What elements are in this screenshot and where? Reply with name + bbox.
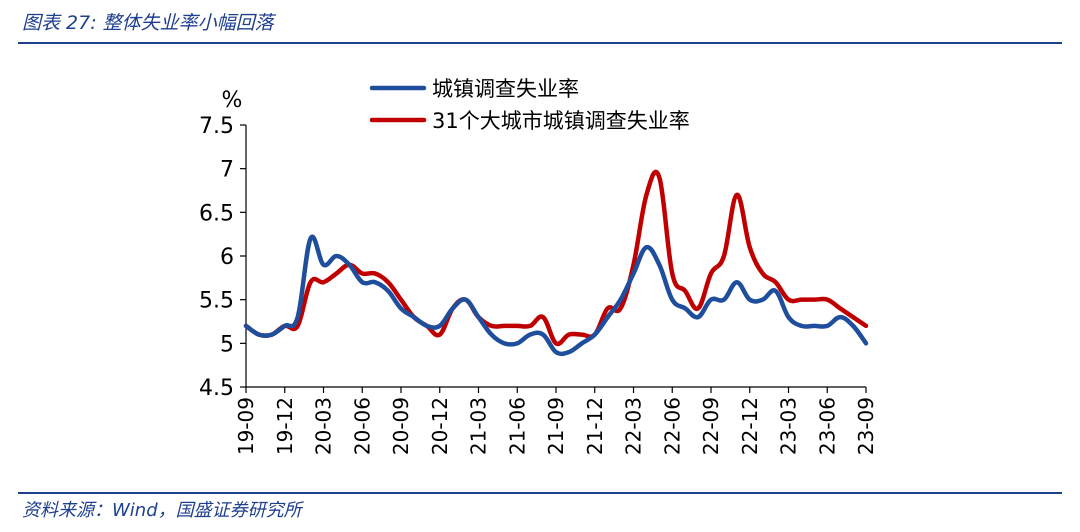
x-tick-label: 19-12 (273, 397, 297, 455)
y-tick-label: 6.5 (199, 201, 234, 226)
y-tick-label: 4.5 (199, 376, 234, 401)
x-tick-label: 23-06 (815, 397, 839, 455)
figure-title: 图表 27: 整体失业率小幅回落 (22, 12, 274, 34)
x-tick-label: 21-03 (467, 397, 491, 455)
x-tick-label: 23-09 (854, 397, 878, 455)
series-line-1 (243, 234, 869, 357)
y-axis-unit: % (222, 88, 243, 113)
y-tick-label: 5 (220, 332, 234, 357)
x-tick-label: 19-09 (234, 397, 258, 455)
legend-label-1: 城镇调查失业率 (432, 77, 579, 101)
x-tick-label: 22-03 (622, 397, 646, 455)
x-tick-label: 20-06 (350, 397, 374, 455)
x-tick-label: 21-06 (505, 397, 529, 455)
x-tick-label: 20-03 (312, 397, 336, 455)
title-rule (18, 42, 1062, 44)
chart-legend: 城镇调查失业率 31个大城市城镇调查失业率 (369, 77, 690, 133)
y-tick-label: 7 (220, 158, 234, 183)
x-tick-label: 21-09 (544, 397, 568, 455)
x-tick-label: 23-03 (777, 397, 801, 455)
source-note: 资料来源：Wind，国盛证券研究所 (22, 500, 302, 521)
chart-axes: 7.5 7 6.5 6 5.5 5 4.5% 19-09 19-12 20-03 20-06 20-0… (199, 88, 878, 455)
series-layer (243, 169, 869, 357)
y-tick-label: 7.5 (199, 114, 234, 139)
x-tick-label: 20-09 (389, 397, 413, 455)
x-tick-label: 22-09 (699, 397, 723, 455)
x-tick-label: 20-12 (428, 397, 452, 455)
y-tick-label: 6 (220, 245, 234, 270)
legend-label-2: 31个大城市城镇调查失业率 (432, 109, 690, 133)
x-tick-label: 22-12 (738, 397, 762, 455)
y-tick-label: 5.5 (199, 289, 234, 314)
x-tick-label: 22-06 (660, 397, 684, 455)
source-rule (18, 492, 1062, 494)
x-tick-label: 21-12 (583, 397, 607, 455)
